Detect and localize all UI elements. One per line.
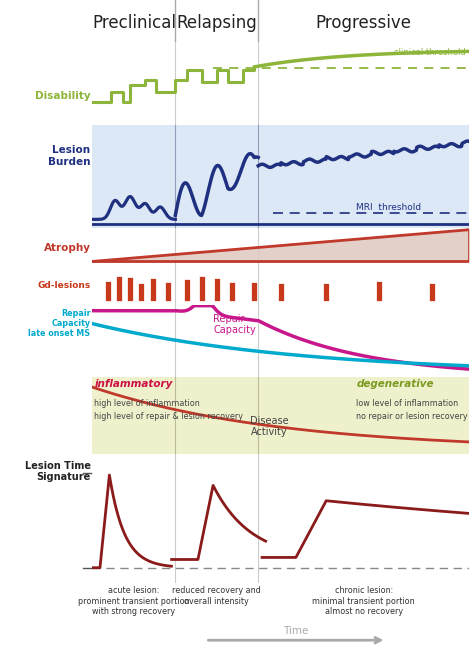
Text: Relapsing: Relapsing xyxy=(176,14,257,32)
Text: Gd-lesions: Gd-lesions xyxy=(37,281,91,290)
Text: MRI  threshold: MRI threshold xyxy=(356,203,421,211)
Text: clinical threshold: clinical threshold xyxy=(394,47,465,56)
Text: degenerative: degenerative xyxy=(356,379,434,389)
Text: acute lesion:
prominent transient portion
with strong recovery: acute lesion: prominent transient portio… xyxy=(78,586,190,616)
Text: low level of inflammation: low level of inflammation xyxy=(356,399,458,408)
Text: Preclinical: Preclinical xyxy=(92,14,176,32)
Text: Repair
Capacity
late onset MS: Repair Capacity late onset MS xyxy=(28,308,91,338)
Text: Progressive: Progressive xyxy=(316,14,412,32)
Text: Disease
Activity: Disease Activity xyxy=(250,416,289,437)
Text: chronic lesion:
minimal transient portion
almost no recovery: chronic lesion: minimal transient portio… xyxy=(312,586,415,616)
Text: inflammatory: inflammatory xyxy=(94,379,173,389)
Text: Time: Time xyxy=(283,627,309,636)
Text: Lesion
Burden: Lesion Burden xyxy=(48,145,91,167)
Text: Atrophy: Atrophy xyxy=(44,243,91,253)
Text: Disability: Disability xyxy=(35,91,91,100)
Text: high level of repair & lesion recovery: high level of repair & lesion recovery xyxy=(94,412,243,421)
Text: no repair or lesion recovery: no repair or lesion recovery xyxy=(356,412,468,421)
Text: high level of inflammation: high level of inflammation xyxy=(94,399,200,408)
Text: Lesion Time
Signature: Lesion Time Signature xyxy=(25,461,91,482)
Text: Repair
Capacity: Repair Capacity xyxy=(213,314,256,335)
Text: reduced recovery and
overall intensity: reduced recovery and overall intensity xyxy=(173,586,261,606)
